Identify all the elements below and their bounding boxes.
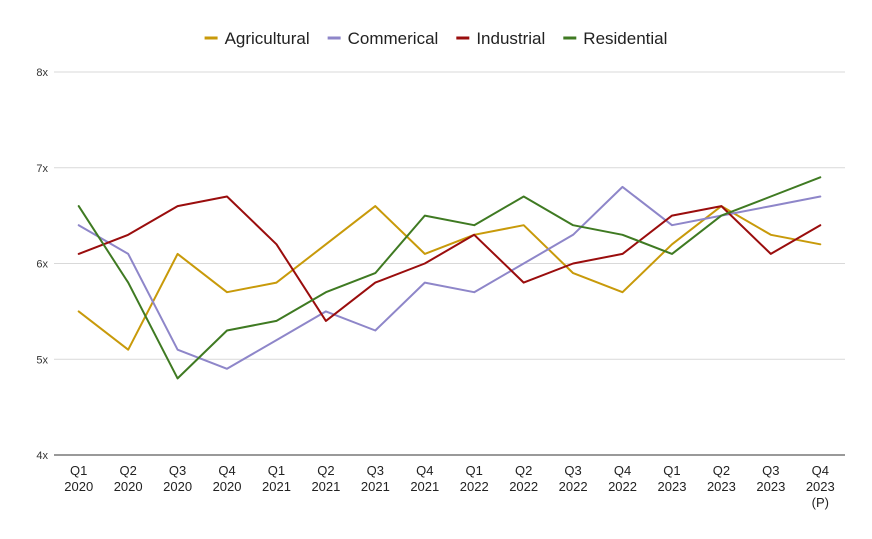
y-tick-label: 7x — [36, 163, 48, 175]
grid — [54, 71, 845, 456]
legend-label: Industrial — [476, 29, 545, 48]
legend: Agricultural Commerical Industrial Resident… — [204, 29, 667, 48]
series-line-industrial — [77, 195, 822, 322]
x-axis-ticks: Q1 2020 Q2 2020 Q3 2020 Q4 2020 Q1 2021 Q2 2021 Q3 20… — [64, 463, 834, 510]
legend-label: Agricultural — [225, 29, 310, 48]
legend-label: Commerical — [348, 29, 439, 48]
legend-label: Residential — [583, 29, 667, 48]
legend-item-commerical: Commerical — [327, 29, 439, 48]
x-tick-label: Q1 2023 — [658, 463, 687, 494]
x-tick-label: Q4 2022 — [608, 463, 637, 494]
x-tick-label: Q3 2020 — [163, 463, 192, 494]
series-lines — [77, 176, 822, 380]
x-tick-label: Q1 2022 — [460, 463, 489, 494]
x-tick-label: Q4 2020 — [213, 463, 242, 494]
x-tick-label: Q1 2021 — [262, 463, 291, 494]
y-tick-label: 6x — [36, 259, 48, 271]
x-tick-label: Q2 2021 — [311, 463, 340, 494]
x-tick-label: Q4 2021 — [410, 463, 439, 494]
x-tick-label: Q3 2022 — [559, 463, 588, 494]
y-axis-ticks: 4x 5x 6x 7x 8x — [36, 67, 48, 462]
y-tick-label: 5x — [36, 354, 48, 366]
y-tick-label: 4x — [36, 450, 48, 462]
series-line-commerical — [77, 185, 822, 370]
x-tick-label: Q3 2023 — [756, 463, 785, 494]
x-tick-label: Q1 2020 — [64, 463, 93, 494]
series-line-residential — [77, 176, 822, 380]
legend-item-residential: Residential — [563, 29, 667, 48]
x-tick-label: Q2 2020 — [114, 463, 143, 494]
y-tick-label: 8x — [36, 67, 48, 79]
legend-item-industrial: Industrial — [456, 29, 545, 48]
x-tick-label: Q2 2022 — [509, 463, 538, 494]
series-line-agricultural — [77, 205, 822, 351]
x-tick-label: Q3 2021 — [361, 463, 390, 494]
x-tick-label: Q4 2023 (P) — [806, 463, 835, 510]
x-tick-label: Q2 2023 — [707, 463, 736, 494]
legend-item-agricultural: Agricultural — [204, 29, 310, 48]
